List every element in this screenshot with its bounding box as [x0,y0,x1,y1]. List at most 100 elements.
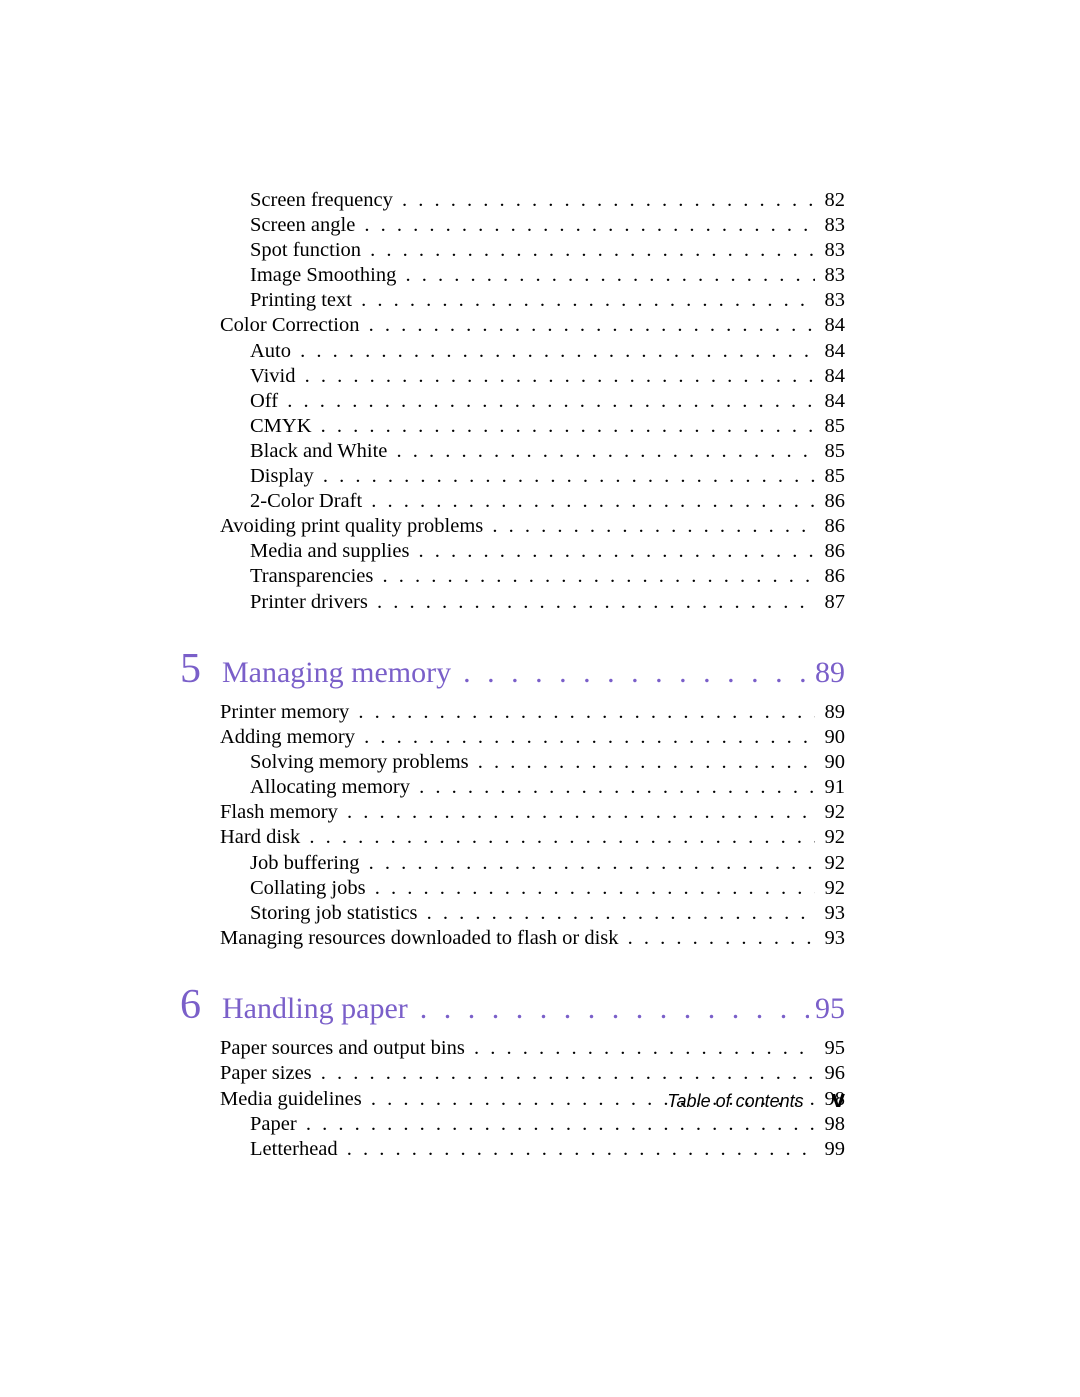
toc-entry-title[interactable]: Printer drivers [250,592,368,613]
toc-entry-page[interactable]: 86 [825,566,846,587]
toc-entry-page[interactable]: 85 [825,416,846,437]
toc-entry-page[interactable]: 82 [825,190,846,211]
toc-leader-dots [369,315,816,336]
toc-leader-dots [427,903,816,924]
chapter-number: 6 [180,984,222,1026]
toc-entry-title[interactable]: Letterhead [250,1139,338,1160]
toc-entry-title[interactable]: Paper [250,1114,297,1135]
toc-entry-title[interactable]: Transparencies [250,566,373,587]
toc-entry-page[interactable]: 83 [825,265,846,286]
chapter-title[interactable]: Managing memory [222,656,451,690]
toc-entry-page[interactable]: 84 [825,391,846,412]
toc-entry-page[interactable]: 95 [825,1038,846,1059]
toc-entry-title[interactable]: Adding memory [220,727,355,748]
toc-entry-page[interactable]: 83 [825,215,846,236]
toc-entry-page[interactable]: 87 [825,592,846,613]
toc-entry-title[interactable]: Storing job statistics [250,903,417,924]
toc-leader-dots [364,215,815,236]
toc-entry-title[interactable]: Color Correction [220,315,360,336]
toc-leader-dots [382,566,815,587]
toc-entry-title[interactable]: Job buffering [250,853,360,874]
toc-leader-dots [419,541,816,562]
toc-leader-dots [628,928,816,949]
toc-leader-dots [347,802,815,823]
toc-entry-title[interactable]: Spot function [250,240,361,261]
toc-entry-page[interactable]: 93 [825,903,846,924]
toc-entry-page[interactable]: 92 [825,878,846,899]
toc-leader-dots [405,265,815,286]
toc-entry-page[interactable]: 99 [825,1139,846,1160]
toc-entry-page[interactable]: 92 [825,802,846,823]
toc-leader-dots [287,391,815,412]
toc-entry: Off 84 [180,391,845,412]
toc-leader-dots [419,777,815,798]
toc-entry-page[interactable]: 93 [825,928,846,949]
toc-entry-title[interactable]: Hard disk [220,827,300,848]
toc-entry-title[interactable]: CMYK [250,416,312,437]
toc-entry-title[interactable]: Solving memory problems [250,752,469,773]
page-container: Screen frequency 82Screen angle 83Spot f… [0,0,1080,1397]
toc-entry: Managing resources downloaded to flash o… [180,928,845,949]
chapter-leader-dots [463,656,809,690]
toc-entry-title[interactable]: Vivid [250,366,295,387]
toc-entry-page[interactable]: 84 [825,366,846,387]
toc-entry: Screen frequency 82 [180,190,845,211]
toc-entry-page[interactable]: 90 [825,727,846,748]
toc-leader-dots [369,853,816,874]
toc-entry-title[interactable]: Collating jobs [250,878,366,899]
toc-entry-page[interactable]: 98 [825,1114,846,1135]
toc-entry-page[interactable]: 92 [825,853,846,874]
toc-leader-dots [375,878,816,899]
toc-entry-page[interactable]: 90 [825,752,846,773]
toc-entry: CMYK 85 [180,416,845,437]
toc-entry-title[interactable]: Paper sizes [220,1063,312,1084]
toc-entry-title[interactable]: Screen frequency [250,190,393,211]
toc-entry-page[interactable]: 84 [825,315,846,336]
toc-entry: Job buffering 92 [180,853,845,874]
toc-entry-page[interactable]: 83 [825,290,846,311]
toc-entry-page[interactable]: 85 [825,466,846,487]
toc-entry: Spot function 83 [180,240,845,261]
toc-body: Screen frequency 82Screen angle 83Spot f… [180,190,845,1159]
toc-entry-title[interactable]: 2-Color Draft [250,491,362,512]
toc-entry-page[interactable]: 92 [825,827,846,848]
toc-entry: Paper 98 [180,1114,845,1135]
toc-entry-page[interactable]: 96 [825,1063,846,1084]
toc-entry: Media and supplies 86 [180,541,845,562]
toc-entry: Transparencies 86 [180,566,845,587]
toc-entry-title[interactable]: Paper sources and output bins [220,1038,465,1059]
toc-entry-title[interactable]: Media and supplies [250,541,409,562]
toc-entry-title[interactable]: Avoiding print quality problems [220,516,483,537]
toc-entry-page[interactable]: 86 [825,516,846,537]
toc-leader-dots [300,341,815,362]
toc-leader-dots [309,827,815,848]
toc-entry: Auto 84 [180,341,845,362]
toc-entry-page[interactable]: 84 [825,341,846,362]
toc-entry-page[interactable]: 85 [825,441,846,462]
toc-entry-title[interactable]: Printing text [250,290,352,311]
toc-entry-page[interactable]: 86 [825,541,846,562]
chapter-title[interactable]: Handling paper [222,992,408,1026]
toc-entry-title[interactable]: Image Smoothing [250,265,396,286]
toc-leader-dots [321,1063,816,1084]
toc-entry: Solving memory problems 90 [180,752,845,773]
toc-entry-title[interactable]: Black and White [250,441,387,462]
toc-entry-page[interactable]: 89 [825,702,846,723]
toc-entry-title[interactable]: Flash memory [220,802,338,823]
toc-entry-title[interactable]: Screen angle [250,215,355,236]
toc-entry-title[interactable]: Off [250,391,278,412]
chapter-page[interactable]: 95 [815,992,845,1026]
toc-entry-title[interactable]: Allocating memory [250,777,410,798]
toc-entry-page[interactable]: 83 [825,240,846,261]
toc-entry-title[interactable]: Managing resources downloaded to flash o… [220,928,619,949]
toc-entry-title[interactable]: Printer memory [220,702,349,723]
toc-entry: Flash memory 92 [180,802,845,823]
toc-leader-dots [347,1139,816,1160]
toc-entry-title[interactable]: Auto [250,341,291,362]
toc-entry-page[interactable]: 91 [825,777,846,798]
toc-entry-page[interactable]: 86 [825,491,846,512]
toc-leader-dots [358,702,815,723]
chapter-heading: 5Managing memory89 [180,648,845,690]
toc-entry-title[interactable]: Display [250,466,314,487]
chapter-page[interactable]: 89 [815,656,845,690]
